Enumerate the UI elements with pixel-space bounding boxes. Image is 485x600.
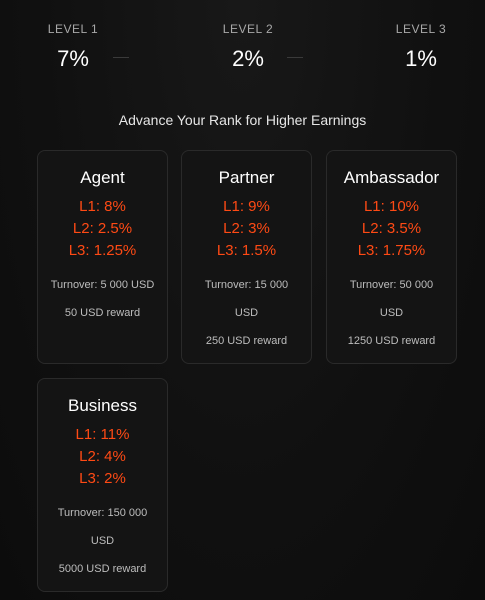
rank-turnover: Turnover: 150 000 USD [57,507,148,547]
rank-card-agent: Agent L1: 8% L2: 2.5% L3: 1.25% Turnover… [37,150,168,364]
section-subtitle: Advance Your Rank for Higher Earnings [118,112,367,128]
rank-card-partner: Partner L1: 9% L2: 3% L3: 1.5% Turnover:… [181,150,312,364]
rank-reward: 5000 USD reward [58,563,147,575]
rank-title: Business [68,396,137,415]
rank-rate-l3: L3: 2% [79,470,126,487]
rank-rate-l1: L1: 11% [75,426,130,443]
rank-reward: 50 USD reward [64,307,141,319]
rank-reward: 250 USD reward [205,335,288,347]
rank-rates: L1: 11% L2: 4% L3: 2% [38,424,167,490]
rank-rate-l3: L3: 1.5% [216,242,277,259]
rank-turnover: Turnover: 5 000 USD [50,279,155,291]
rank-rates: L1: 8% L2: 2.5% L3: 1.25% [38,196,167,262]
rank-rate-l1: L1: 10% [363,198,420,215]
rank-rate-l2: L2: 3.5% [361,220,422,237]
level-2-value: 2% [232,46,264,71]
level-3-label: LEVEL 3 [395,22,447,36]
rank-reward: 1250 USD reward [347,335,436,347]
level-1-label: LEVEL 1 [47,22,99,36]
rank-turnover: Turnover: 15 000 USD [204,279,289,319]
level-2-label: LEVEL 2 [222,22,274,36]
levels-row: LEVEL 1 7% LEVEL 2 2% LEVEL 3 1% [0,0,485,80]
level-1-value: 7% [57,46,89,71]
rank-title: Agent [80,168,125,187]
rank-rate-l1: L1: 8% [79,198,126,215]
rank-card-ambassador: Ambassador L1: 10% L2: 3.5% L3: 1.75% Tu… [326,150,457,364]
rank-title: Partner [218,168,275,187]
rank-card-business: Business L1: 11% L2: 4% L3: 2% Turnover:… [37,378,168,592]
rank-title: Ambassador [343,168,440,187]
rank-rate-l3: L3: 1.75% [357,242,426,259]
rank-rate-l1: L1: 9% [223,198,270,215]
rank-turnover: Turnover: 50 000 USD [349,279,434,319]
rank-rate-l2: L2: 4% [79,448,126,465]
level-3: LEVEL 3 1% [391,22,451,72]
rank-rate-l3: L3: 1.25% [68,242,137,259]
rank-rate-l2: L2: 3% [223,220,270,237]
level-divider [113,57,129,58]
level-1: LEVEL 1 7% [43,22,103,72]
rank-rates: L1: 10% L2: 3.5% L3: 1.75% [327,196,456,262]
level-2: LEVEL 2 2% [218,22,278,72]
level-divider [287,57,303,58]
rank-rates: L1: 9% L2: 3% L3: 1.5% [182,196,311,262]
rank-rate-l2: L2: 2.5% [72,220,133,237]
level-3-value: 1% [405,46,437,71]
